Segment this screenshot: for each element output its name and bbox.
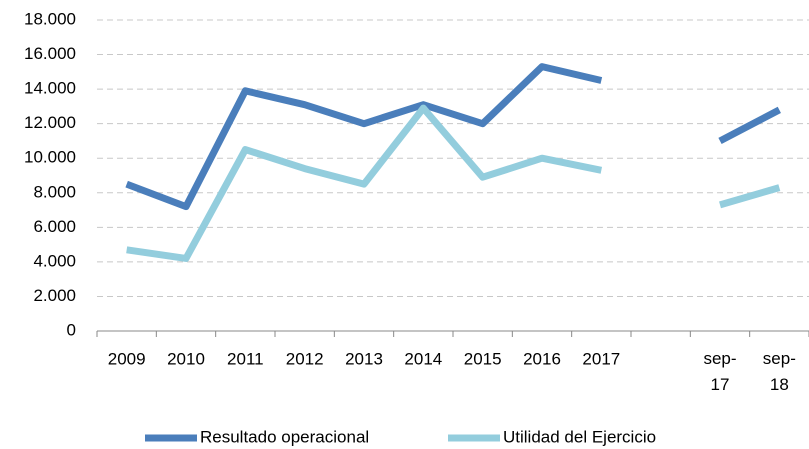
legend-label: Resultado operacional — [200, 427, 369, 446]
series-line — [126, 104, 781, 262]
y-tick-label: 8.000 — [33, 182, 76, 201]
y-tick-label: 4.000 — [33, 251, 76, 270]
series-line — [125, 63, 781, 211]
y-tick-label: 2.000 — [33, 286, 76, 305]
x-tick-label: 2017 — [582, 349, 620, 368]
y-tick-label: 0 — [67, 320, 76, 339]
y-tick-label: 12.000 — [24, 113, 76, 132]
x-tick-label: 2010 — [167, 349, 205, 368]
y-tick-label: 18.000 — [24, 9, 76, 28]
x-tick-label: 2009 — [108, 349, 146, 368]
legend-label: Utilidad del Ejercicio — [503, 427, 656, 446]
x-tick-label: sep- 17 — [703, 349, 736, 394]
x-tick-label-line: sep- — [703, 349, 736, 368]
y-tick-label: 6.000 — [33, 217, 76, 236]
y-tick-label: 10.000 — [24, 148, 76, 167]
x-tick-label: 2012 — [286, 349, 324, 368]
y-tick-label: 16.000 — [24, 44, 76, 63]
x-tick-label: 2016 — [523, 349, 561, 368]
x-tick-label: sep- 18 — [763, 349, 796, 394]
y-tick-label: 14.000 — [24, 79, 76, 98]
x-tick-label: 2014 — [404, 349, 442, 368]
x-tick-label: 2015 — [464, 349, 502, 368]
x-tick-label-line: 18 — [770, 375, 789, 394]
x-tick-label-line: 17 — [711, 375, 730, 394]
x-tick-label: 2011 — [227, 349, 264, 368]
x-tick-label-line: sep- — [763, 349, 796, 368]
x-tick-label: 2013 — [345, 349, 383, 368]
